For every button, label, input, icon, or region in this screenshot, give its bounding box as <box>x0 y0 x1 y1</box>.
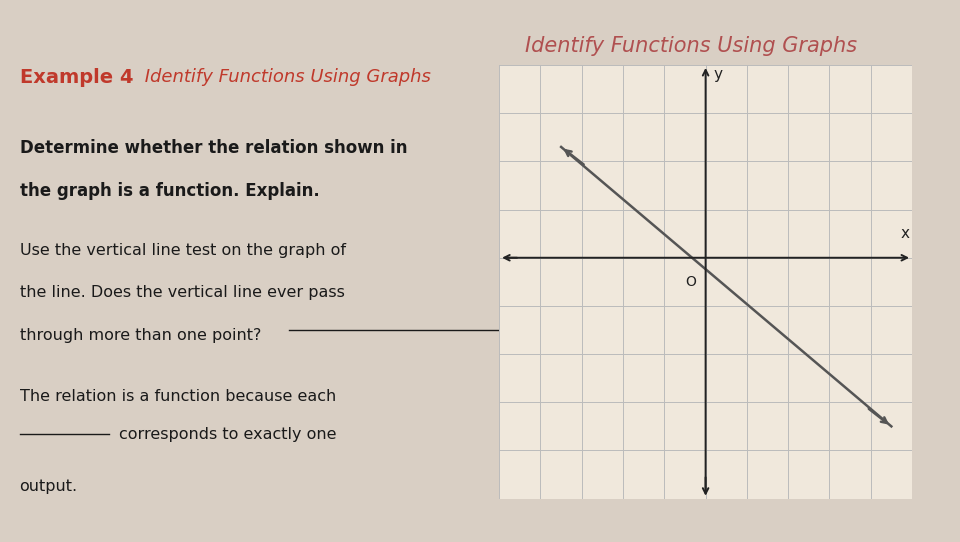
Text: x: x <box>900 226 910 241</box>
Text: Example 4: Example 4 <box>19 68 133 87</box>
Text: output.: output. <box>19 479 78 494</box>
Text: The relation is a function because each: The relation is a function because each <box>19 389 336 404</box>
Text: the line. Does the vertical line ever pass: the line. Does the vertical line ever pa… <box>19 285 345 300</box>
Text: corresponds to exactly one: corresponds to exactly one <box>119 427 337 442</box>
Text: through more than one point?: through more than one point? <box>19 328 261 343</box>
Text: y: y <box>714 67 723 82</box>
Text: O: O <box>685 275 697 288</box>
Text: Determine whether the relation shown in: Determine whether the relation shown in <box>19 139 407 157</box>
Text: the graph is a function. Explain.: the graph is a function. Explain. <box>19 182 320 199</box>
Text: Use the vertical line test on the graph of: Use the vertical line test on the graph … <box>19 243 346 258</box>
Text: Identify Functions Using Graphs: Identify Functions Using Graphs <box>525 36 857 56</box>
Text: Identify Functions Using Graphs: Identify Functions Using Graphs <box>139 68 431 86</box>
